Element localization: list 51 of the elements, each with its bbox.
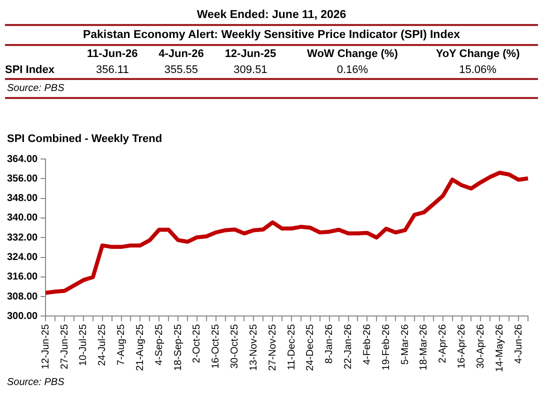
text: 309.51 bbox=[232, 63, 268, 78]
text: 11-Jun-26 bbox=[86, 47, 139, 62]
text: WoW Change (%) bbox=[306, 47, 399, 62]
x-tick-label: 21-Aug-25 bbox=[134, 324, 146, 371]
text: SPI Index bbox=[5, 63, 56, 78]
x-tick-label: 2-Apr-26 bbox=[438, 324, 449, 364]
x-tick-label: 27-Jun-25 bbox=[59, 324, 70, 370]
text: 15.06% bbox=[458, 63, 498, 78]
y-tick-label: 308.00 bbox=[6, 291, 38, 302]
x-tick-label: 5-Mar-26 bbox=[400, 324, 411, 365]
x-tick-label: 11-Dec-25 bbox=[286, 324, 298, 370]
x-tick-label: 30-Apr-26 bbox=[475, 324, 486, 369]
x-tick-label: 27-Nov-25 bbox=[267, 324, 278, 371]
x-tick-label: 30-Oct-25 bbox=[230, 324, 241, 369]
text: Week Ended: June 11, 2026 bbox=[5, 6, 538, 26]
x-tick-label: 13-Nov-25 bbox=[248, 324, 260, 371]
y-tick-label: 324.00 bbox=[6, 252, 38, 263]
y-tick-label: 356.00 bbox=[6, 173, 38, 184]
text: YoY Change (%) bbox=[434, 47, 521, 62]
x-tick-label: 24-Jul-25 bbox=[97, 324, 108, 366]
x-tick-label: 16-Oct-25 bbox=[210, 324, 222, 369]
text: 355.55 bbox=[163, 63, 200, 78]
x-tick-label: 19-Feb-26 bbox=[380, 324, 392, 370]
text: Pakistan Economy Alert: Weekly Sensitive Price Indicator (SPI) Index bbox=[5, 26, 538, 46]
y-tick-label: 316.00 bbox=[6, 272, 38, 283]
chart-title: SPI Combined - Weekly Trend bbox=[7, 133, 162, 145]
x-tick-label: 2-Oct-25 bbox=[192, 324, 203, 364]
x-tick-label: 18-Mar-26 bbox=[418, 324, 430, 370]
x-tick-label: 4-Jun-26 bbox=[513, 324, 524, 364]
text: 12-Jun-25 bbox=[224, 47, 278, 62]
text: 4-Jun-26 bbox=[158, 47, 205, 62]
x-tick-label: 16-Apr-26 bbox=[456, 324, 468, 369]
y-tick-label: 340.00 bbox=[6, 212, 38, 224]
y-tick-label: 332.00 bbox=[6, 232, 38, 244]
text: 356.11 bbox=[94, 63, 130, 78]
x-tick-label: 4-Sep-25 bbox=[154, 324, 165, 366]
y-tick-label: 300.00 bbox=[6, 310, 38, 322]
x-tick-label: 14-May-26 bbox=[494, 324, 506, 372]
source-note: Source: PBS bbox=[7, 377, 64, 388]
x-tick-label: 7-Aug-25 bbox=[116, 324, 128, 366]
x-tick-label: 8-Jan-26 bbox=[324, 324, 336, 364]
x-tick-label: 22-Jan-26 bbox=[343, 324, 354, 370]
source-note: Source: PBS bbox=[5, 80, 538, 99]
x-tick-label: 4-Feb-26 bbox=[362, 324, 373, 365]
x-tick-label: 10-Jul-25 bbox=[78, 324, 90, 366]
y-tick-label: 348.00 bbox=[6, 193, 38, 204]
x-tick-label: 24-Dec-25 bbox=[305, 324, 316, 371]
text: 0.16% bbox=[336, 63, 370, 78]
y-tick-label: 364.00 bbox=[6, 154, 38, 165]
x-tick-label: 12-Jun-25 bbox=[40, 324, 52, 370]
x-tick-label: 18-Sep-25 bbox=[172, 324, 184, 371]
